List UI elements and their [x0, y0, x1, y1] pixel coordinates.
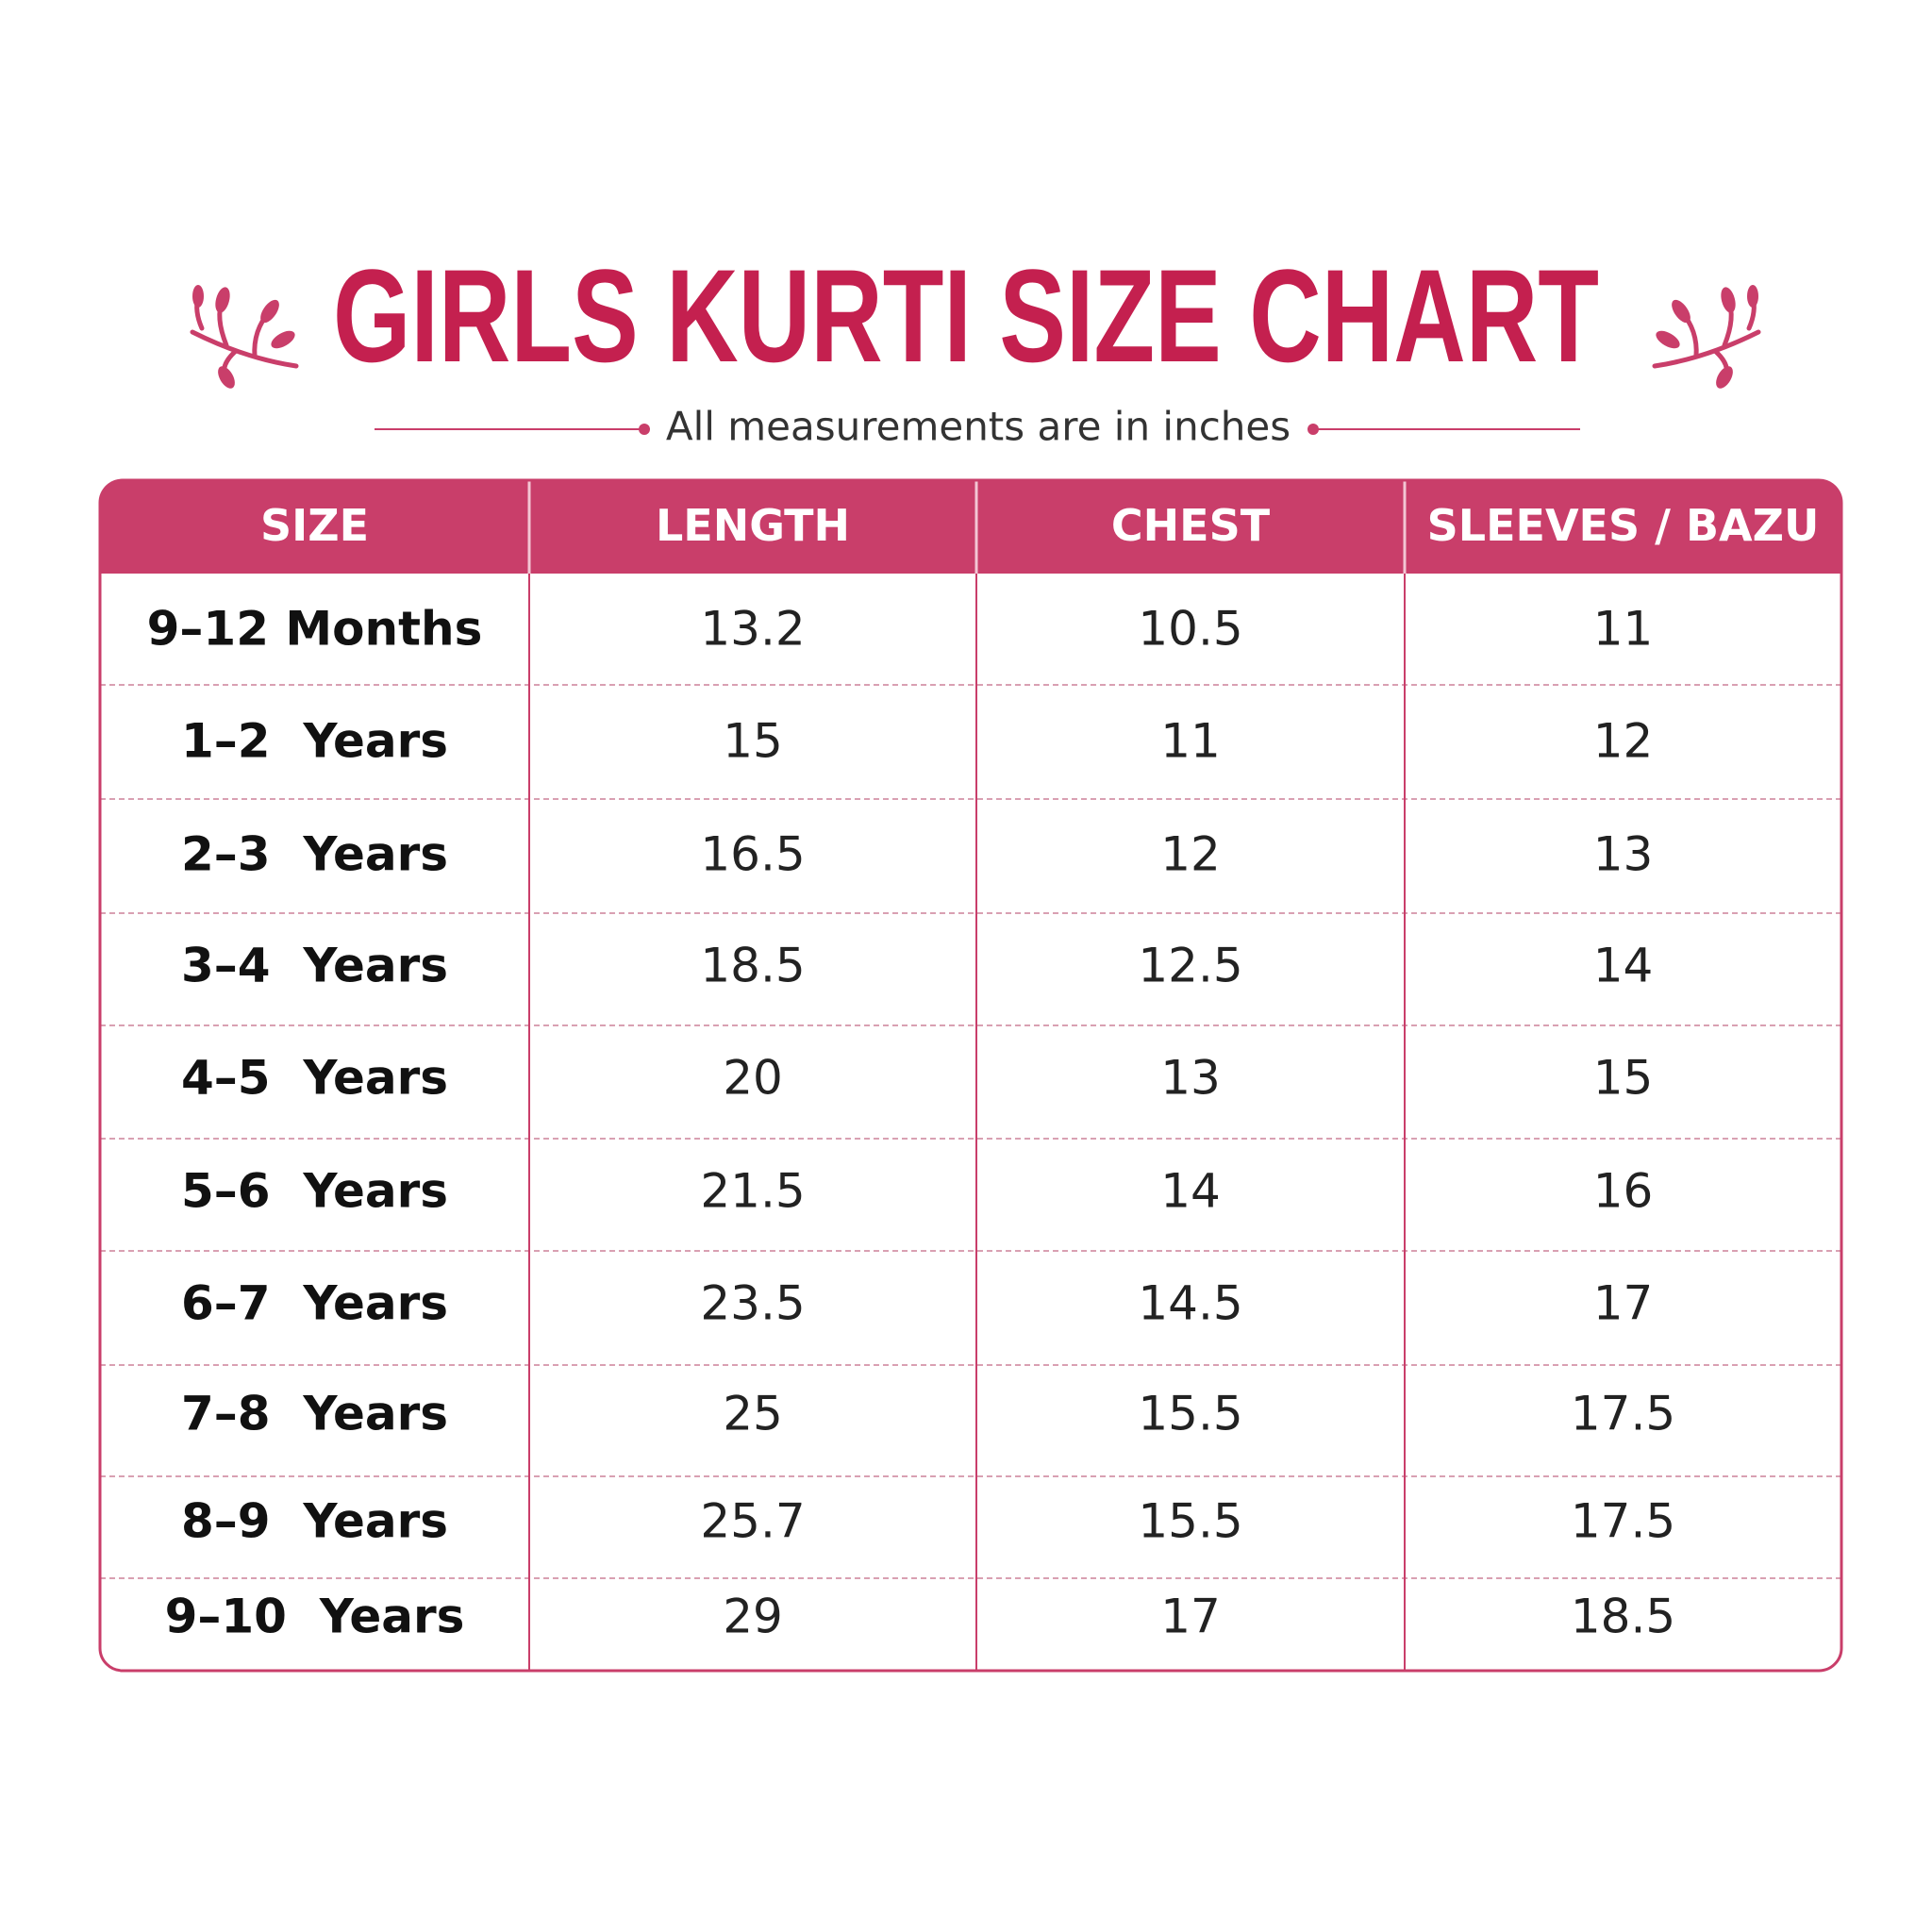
title: GIRLS KURTI SIZE CHART: [333, 242, 1599, 390]
measurement: 12: [1160, 827, 1221, 882]
size-label: 8–9 Years: [181, 1494, 448, 1549]
leaf-ornament-right-leaves: [1656, 285, 1758, 389]
measurement: 15: [1593, 1051, 1654, 1106]
measurement: 16.5: [700, 827, 805, 882]
measurement: 14.5: [1138, 1276, 1242, 1331]
measurement: 29: [723, 1590, 783, 1644]
size-table: SIZE LENGTH CHEST SLEEVES / BAZU 9–12 Months…: [98, 478, 1843, 1673]
measurement: 10.5: [1138, 602, 1242, 657]
measurement: 13.2: [700, 602, 805, 657]
measurement: 15: [723, 714, 783, 769]
measurement: 17.5: [1571, 1494, 1675, 1549]
measurement: 20: [723, 1051, 783, 1106]
subtitle-dot-right: [1307, 424, 1319, 435]
size-label: 7–8 Years: [181, 1387, 448, 1441]
measurement: 18.5: [1571, 1590, 1675, 1644]
size-label: 3–4 Years: [181, 939, 448, 993]
leaf-ornament-left-leaves: [192, 285, 295, 389]
column-header: SIZE: [260, 500, 369, 551]
measurement: 25.7: [700, 1494, 805, 1549]
measurement: 14: [1160, 1164, 1221, 1219]
measurement: 14: [1593, 939, 1654, 993]
column-header: LENGTH: [656, 500, 850, 551]
measurement: 11: [1160, 714, 1221, 769]
measurement: 21.5: [700, 1164, 805, 1219]
measurement: 17: [1593, 1276, 1654, 1331]
subtitle-dot-left: [639, 424, 650, 435]
size-label: 9–10 Years: [165, 1590, 465, 1644]
size-label: 4–5 Years: [181, 1051, 448, 1106]
size-label: 6–7 Years: [181, 1276, 448, 1331]
leaf-ornament-left: [190, 293, 299, 382]
size-label: 1–2 Years: [181, 714, 448, 769]
measurement: 18.5: [700, 939, 805, 993]
measurement: 15.5: [1138, 1494, 1242, 1549]
subtitle: All measurements are in inches: [666, 404, 1291, 450]
measurement: 12.5: [1138, 939, 1242, 993]
column-header: CHEST: [1111, 500, 1271, 551]
table-border: [98, 478, 1843, 1673]
measurement: 13: [1160, 1051, 1221, 1106]
size-label: 9–12 Months: [147, 602, 483, 657]
measurement: 17: [1160, 1590, 1221, 1644]
column-header: SLEEVES / BAZU: [1427, 500, 1820, 551]
measurement: 12: [1593, 714, 1654, 769]
size-label: 5–6 Years: [181, 1164, 448, 1219]
measurement: 11: [1593, 602, 1654, 657]
measurement: 15.5: [1138, 1387, 1242, 1441]
size-label: 2–3 Years: [181, 827, 448, 882]
measurement: 16: [1593, 1164, 1654, 1219]
measurement: 13: [1593, 827, 1654, 882]
measurement: 25: [723, 1387, 783, 1441]
measurement: 17.5: [1571, 1387, 1675, 1441]
measurement: 23.5: [700, 1276, 805, 1331]
